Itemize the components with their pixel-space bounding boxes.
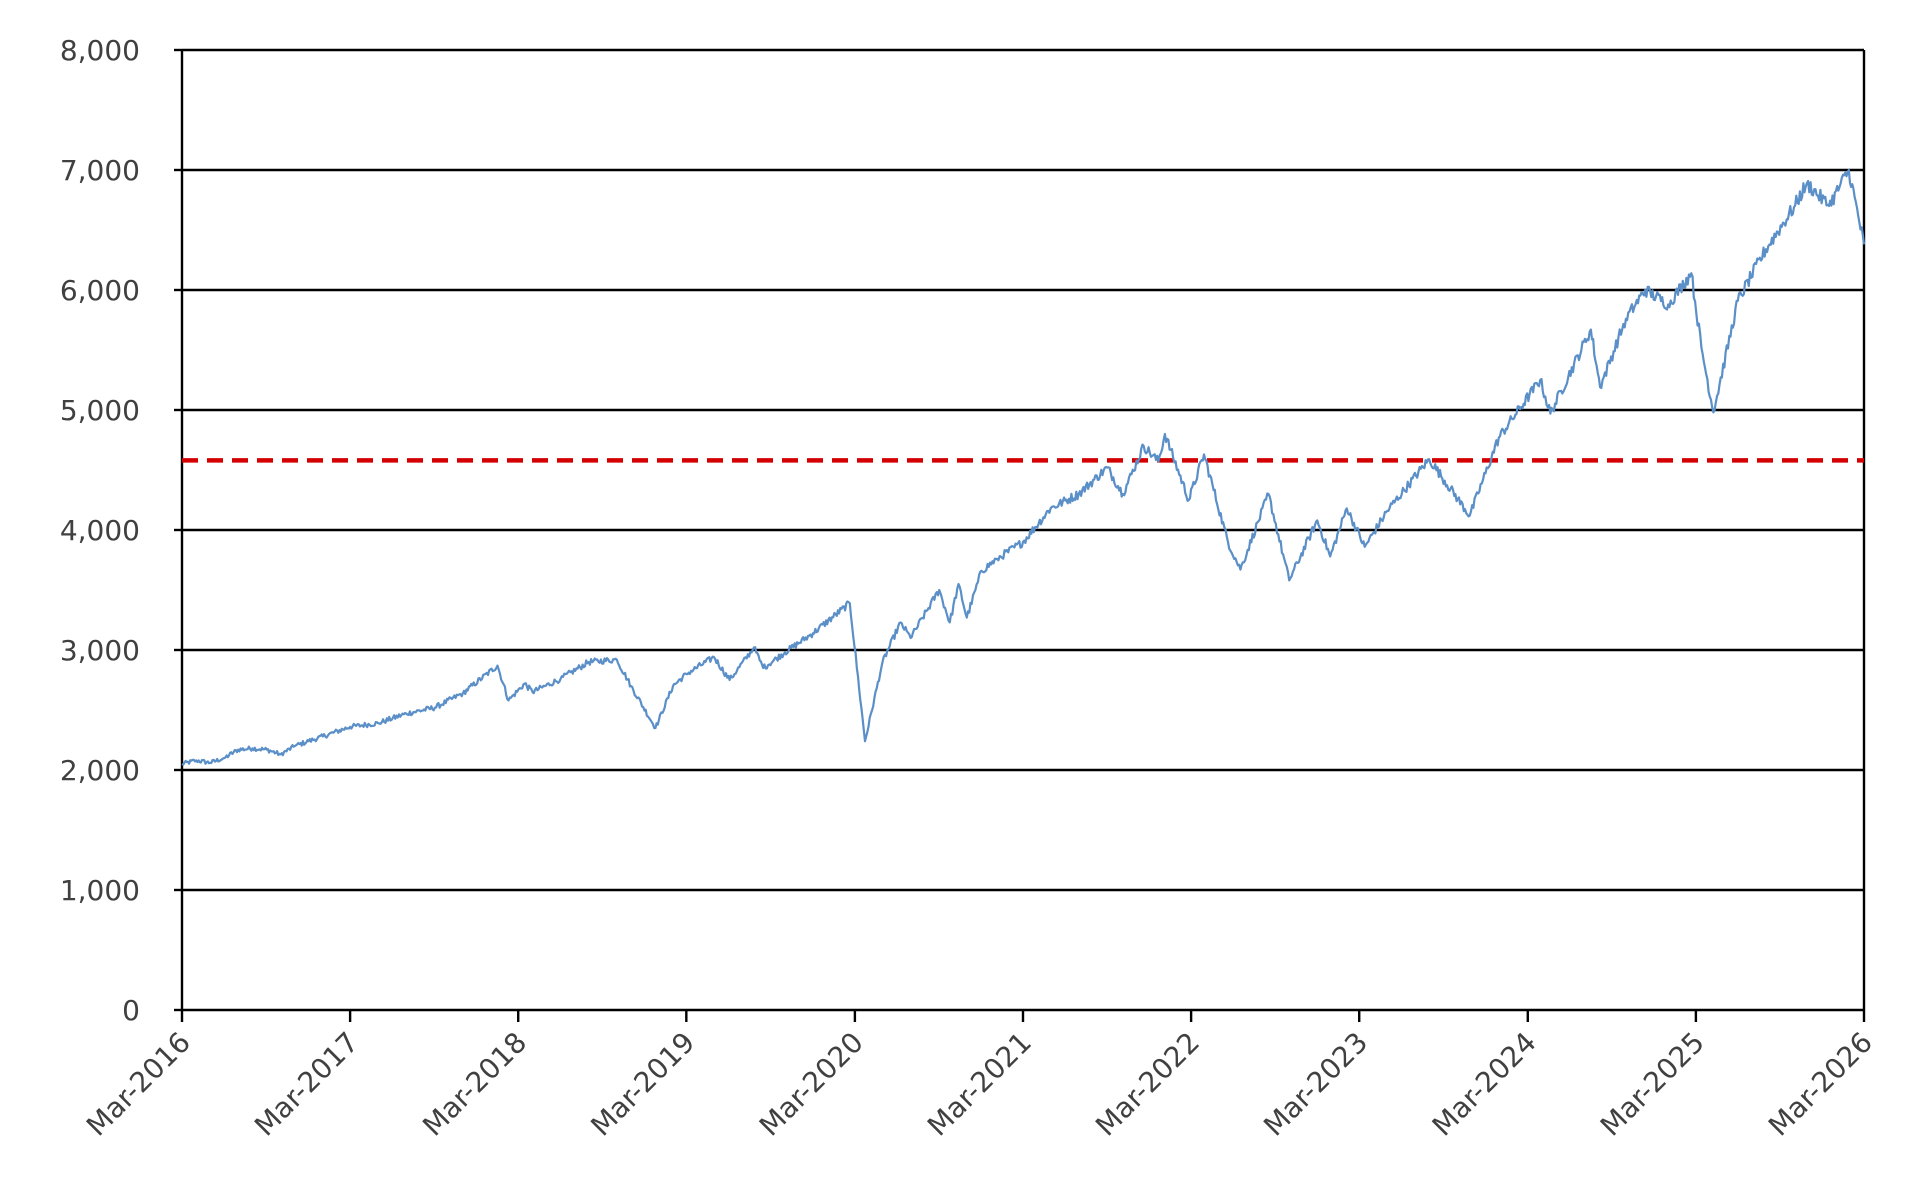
x-tick-label: Mar-2017 — [248, 1026, 365, 1143]
y-tick-label: 0 — [122, 994, 140, 1027]
y-tick-label: 1,000 — [60, 874, 140, 907]
y-tick-label: 2,000 — [60, 754, 140, 787]
y-tick-label: 6,000 — [60, 274, 140, 307]
x-tick-label: Mar-2023 — [1257, 1026, 1374, 1143]
y-tick-label: 3,000 — [60, 634, 140, 667]
series-line — [181, 168, 1866, 766]
x-tick-label: Mar-2022 — [1089, 1026, 1206, 1143]
y-tick-label: 8,000 — [60, 34, 140, 67]
x-tick-label: Mar-2021 — [921, 1026, 1038, 1143]
y-tick-label: 5,000 — [60, 394, 140, 427]
x-tick-label: Mar-2026 — [1762, 1026, 1879, 1143]
x-tick-label: Mar-2016 — [80, 1026, 197, 1143]
x-tick-label: Mar-2020 — [753, 1026, 870, 1143]
gridlines — [182, 48, 1864, 1012]
x-tick-label: Mar-2019 — [584, 1026, 701, 1143]
y-tick-label: 7,000 — [60, 154, 140, 187]
y-tick-label: 4,000 — [60, 514, 140, 547]
x-tick-label: Mar-2024 — [1426, 1026, 1543, 1143]
series — [181, 168, 1866, 766]
y-axis-ticks: 0 1,000 2,000 3,000 4,000 5,000 6,000 7,000 8,00… — [60, 34, 182, 1027]
x-tick-label: Mar-2025 — [1594, 1026, 1711, 1143]
x-axis-ticks: Mar-2016 Mar-2017 Mar-2018 Mar-2019 Mar-2020… — [80, 1010, 1879, 1143]
x-tick-label: Mar-2018 — [416, 1026, 533, 1143]
